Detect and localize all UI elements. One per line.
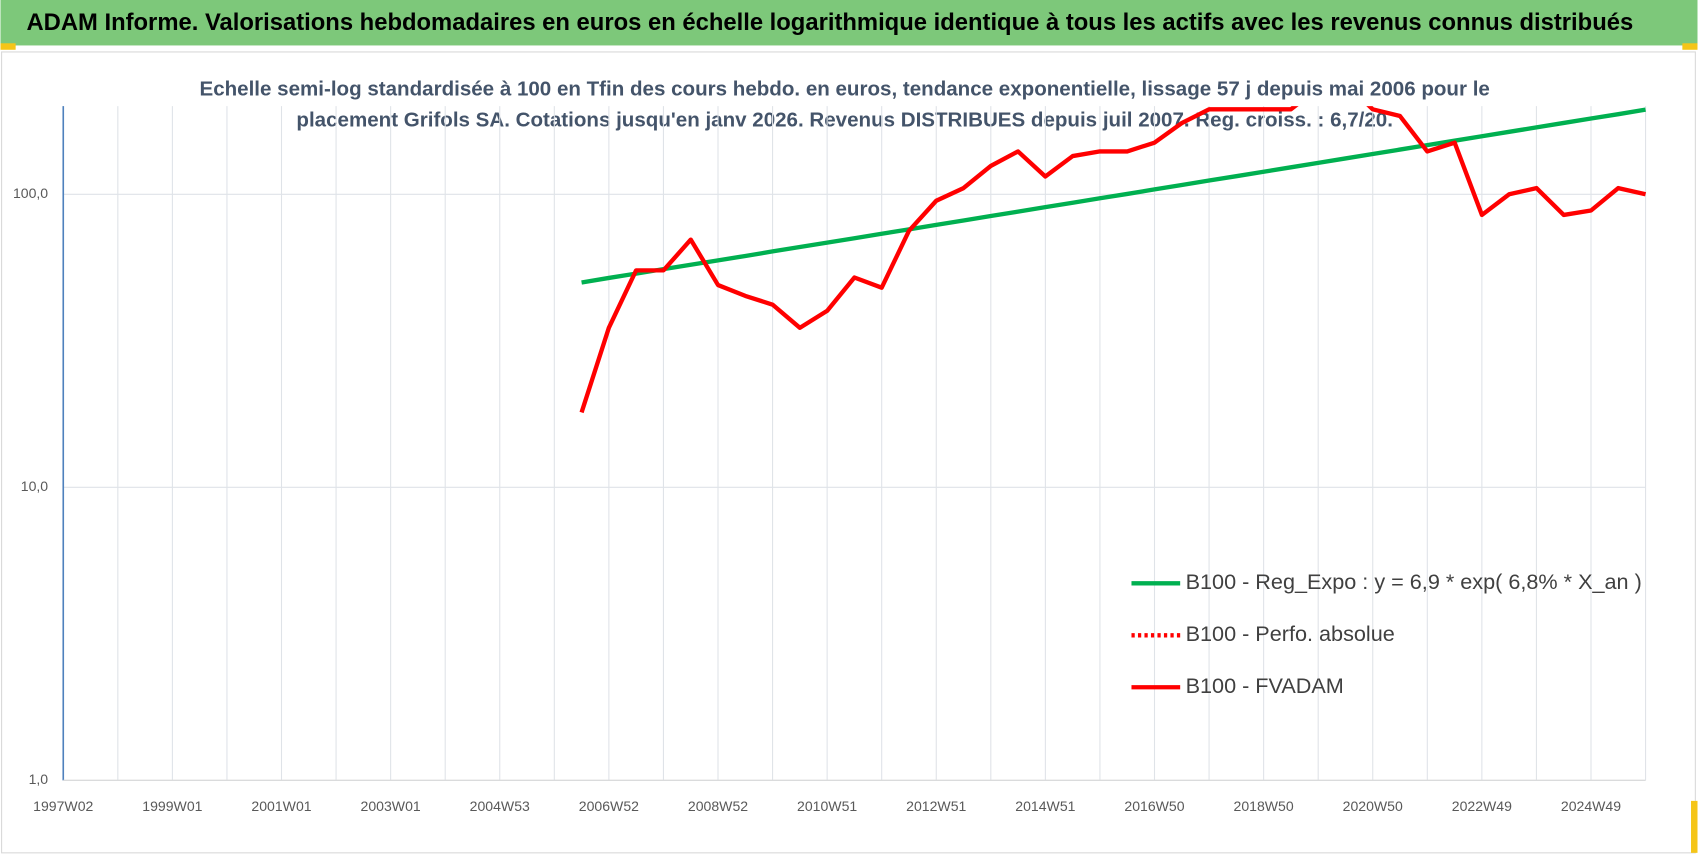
y-tick-label: 100,0 <box>13 185 48 201</box>
corner <box>1691 800 1698 853</box>
chart-title: ADAM Informe. Valorisations hebdomadaire… <box>26 9 1633 36</box>
legend-label: B100 - FVADAM <box>1186 673 1344 698</box>
legend-label: B100 - Reg_Expo : y = 6,9 * exp( 6,8% * … <box>1186 569 1642 594</box>
corner <box>1682 43 1698 50</box>
x-tick-label: 2018W50 <box>1234 798 1294 814</box>
y-tick-label: 10,0 <box>21 478 49 494</box>
chart-frame <box>1 51 1696 854</box>
x-tick-label: 2010W51 <box>797 798 857 814</box>
chart-subtitle: Echelle semi-log standardisée à 100 en T… <box>199 77 1489 100</box>
x-tick-label: 2022W49 <box>1452 798 1512 814</box>
x-tick-label: 2016W50 <box>1124 798 1184 814</box>
x-tick-label: 2001W01 <box>251 798 311 814</box>
data-line <box>581 107 1646 285</box>
plot-area <box>579 106 1647 414</box>
x-tick-label: 2006W52 <box>579 798 639 814</box>
x-tick-label: 2008W52 <box>688 798 748 814</box>
legend-label: B100 - Perfo. absolue <box>1186 621 1395 646</box>
x-tick-label: 2024W49 <box>1561 798 1621 814</box>
x-tick-label: 1997W02 <box>33 798 93 814</box>
chart-subtitle: placement Grifols SA. Cotations jusqu'en… <box>296 109 1393 132</box>
x-tick-label: 2020W50 <box>1343 798 1403 814</box>
data-line <box>579 106 1647 414</box>
x-tick-label: 2012W51 <box>906 798 966 814</box>
corner <box>0 43 16 50</box>
x-tick-label: 2004W53 <box>470 798 530 814</box>
header-bar <box>0 0 1698 46</box>
x-tick-label: 1999W01 <box>142 798 202 814</box>
y-tick-label: 1,0 <box>29 771 49 787</box>
x-tick-label: 2003W01 <box>361 798 421 814</box>
x-tick-label: 2014W51 <box>1015 798 1075 814</box>
